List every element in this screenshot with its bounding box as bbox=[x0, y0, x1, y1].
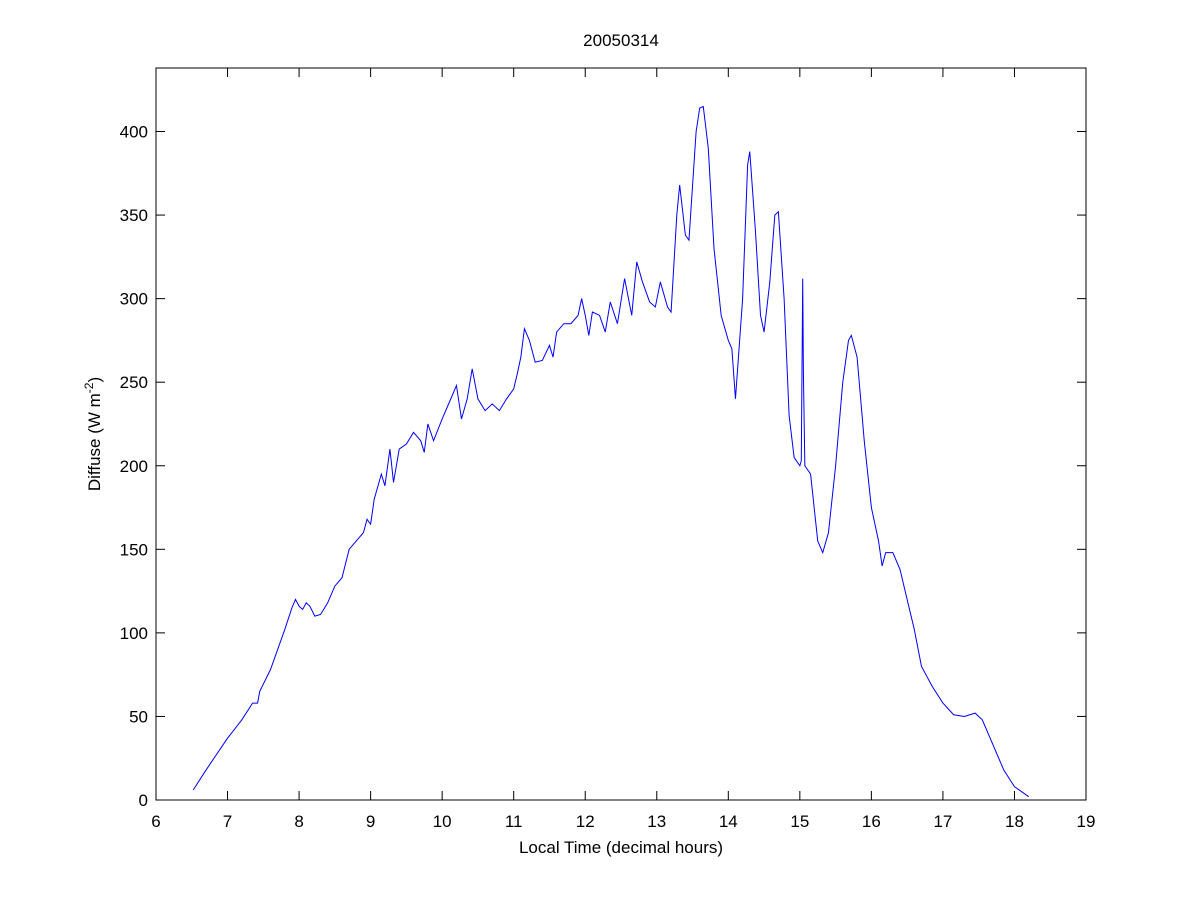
y-tick-label: 300 bbox=[120, 290, 148, 309]
y-tick-label: 350 bbox=[120, 206, 148, 225]
y-tick-label: 250 bbox=[120, 373, 148, 392]
x-tick-label: 19 bbox=[1077, 812, 1096, 831]
x-tick-label: 6 bbox=[151, 812, 160, 831]
y-tick-label: 0 bbox=[139, 791, 148, 810]
y-tick-label: 50 bbox=[129, 707, 148, 726]
x-tick-label: 9 bbox=[366, 812, 375, 831]
x-tick-label: 10 bbox=[433, 812, 452, 831]
plot-frame bbox=[155, 67, 1087, 801]
x-tick-label: 7 bbox=[223, 812, 232, 831]
x-tick-label: 14 bbox=[719, 812, 738, 831]
x-tick-label: 8 bbox=[294, 812, 303, 831]
y-axis-label: Diffuse (W m-2) bbox=[82, 377, 104, 491]
x-tick-label: 11 bbox=[505, 812, 523, 831]
x-tick-label: 16 bbox=[862, 812, 881, 831]
x-tick-label: 12 bbox=[576, 812, 595, 831]
x-axis-label: Local Time (decimal hours) bbox=[519, 838, 723, 857]
chart-title: 20050314 bbox=[583, 31, 659, 50]
x-tick-label: 13 bbox=[647, 812, 666, 831]
y-tick-label: 200 bbox=[120, 457, 148, 476]
y-tick-label: 150 bbox=[120, 540, 148, 559]
x-tick-label: 15 bbox=[790, 812, 809, 831]
data-line bbox=[192, 105, 1030, 798]
x-tick-label: 18 bbox=[1005, 812, 1024, 831]
y-tick-label: 400 bbox=[120, 123, 148, 142]
x-tick-label: 17 bbox=[933, 812, 952, 831]
y-tick-label: 100 bbox=[120, 624, 148, 643]
